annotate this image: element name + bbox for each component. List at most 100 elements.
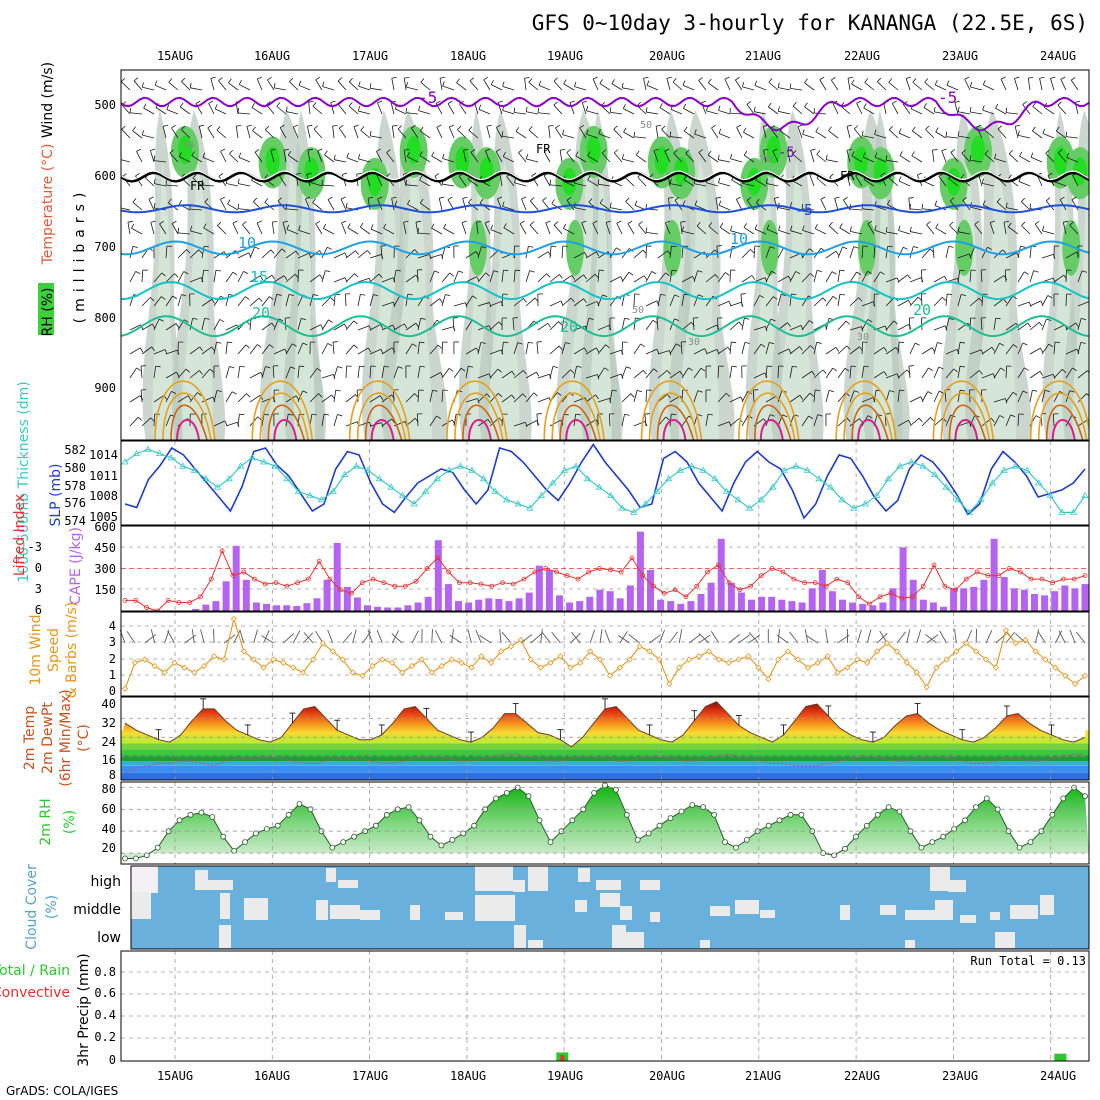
- wind-barb-flag: [769, 246, 775, 249]
- wind-barb: [1014, 78, 1019, 91]
- wind-barb: [666, 78, 671, 91]
- wind-barb: [561, 342, 566, 355]
- wind-barb-flag: [434, 173, 440, 177]
- wind-barb: [1065, 293, 1067, 307]
- wind-barb: [899, 155, 911, 163]
- wind-barb: [346, 157, 359, 163]
- wind-barb-flag: [964, 76, 970, 80]
- temperature-contours: [121, 96, 1089, 440]
- wind-barb-flag: [645, 107, 648, 113]
- wind-barb: [1065, 348, 1078, 355]
- thickness-point: [537, 491, 546, 498]
- rh-point: [1082, 793, 1088, 800]
- wind-barb-flag: [278, 318, 284, 322]
- temp-band: [121, 772, 1089, 780]
- wind-barb: [813, 414, 819, 427]
- wind-barb: [220, 199, 227, 211]
- wind-barb: [465, 347, 477, 355]
- wind-barb: [267, 79, 275, 91]
- wind-barb-flag: [511, 394, 515, 400]
- wind-barb-flag: [547, 323, 552, 328]
- wind-barb-flag: [239, 365, 245, 368]
- cloud-gap: [905, 910, 935, 920]
- wind-barb: [458, 175, 467, 187]
- wind-speed-point: [389, 659, 396, 666]
- wind-barb-flag: [381, 422, 384, 428]
- wind-barb-flag: [129, 107, 131, 113]
- wind-barb-flag: [498, 321, 503, 326]
- wind-barb: [249, 395, 261, 403]
- wind-barb-flag: [403, 220, 409, 223]
- wind-barb-flag: [880, 271, 885, 275]
- wind-barb: [276, 106, 287, 115]
- wind-barb-flag: [605, 344, 610, 349]
- pressure-tick: 800: [94, 311, 116, 325]
- wind-barb-flag: [353, 320, 358, 325]
- wind-barb: [457, 129, 467, 139]
- wind-barb-flag: [996, 197, 1001, 203]
- wind-barb: [920, 293, 923, 307]
- wind-barb-flag: [1066, 152, 1070, 158]
- wind-barb: [861, 397, 874, 403]
- wind-barb: [1005, 392, 1014, 403]
- wind-barb-flag: [978, 297, 983, 303]
- wind-barb-flag: [883, 371, 888, 376]
- wind-barb: [874, 134, 887, 139]
- wind-barb-flag: [954, 100, 960, 103]
- wind-barb: [431, 227, 443, 235]
- wind-barb-flag: [1038, 322, 1043, 327]
- wind-barb-flag: [296, 172, 302, 175]
- precip-series: [556, 1052, 1067, 1061]
- wind-barb-flag: [132, 126, 136, 131]
- wind-speed-point: [883, 640, 891, 647]
- wind-barb: [347, 227, 359, 235]
- wind-barb: [477, 302, 490, 307]
- pressure-tick: 900: [94, 381, 116, 395]
- wind-barb-flag: [155, 365, 161, 368]
- wind-barb-flag: [563, 223, 567, 229]
- wind-barb-flag: [265, 125, 270, 130]
- wind-barb-flag: [392, 324, 396, 330]
- wind-barb-flag: [835, 347, 840, 352]
- wind-barb-flag: [171, 220, 177, 224]
- wind-barb-flag: [563, 79, 567, 85]
- contour-labels: -5 -5 -5 -5 FR FR FR 10 10 15 20 20 20 3…: [182, 88, 957, 348]
- wind-barb-flag: [680, 221, 686, 223]
- wind-barb-flag: [1075, 322, 1079, 328]
- wind-barb-flag: [665, 220, 671, 224]
- wind-barb-flag: [501, 131, 504, 137]
- wind-speed-point: [1022, 636, 1029, 644]
- wind-barb: [804, 82, 815, 91]
- wind-barb-flag: [613, 125, 618, 130]
- wind-barb: [536, 414, 539, 427]
- contour-label: 10: [238, 234, 256, 252]
- wind-barb: [429, 344, 439, 355]
- wind-barb-flag: [950, 149, 956, 153]
- wind-barb-flag: [537, 107, 539, 113]
- thickness-point: [364, 466, 372, 473]
- wind-barb-flag: [439, 196, 445, 199]
- wind-barb: [403, 78, 407, 91]
- thickness-point: [618, 504, 627, 511]
- wind-barb-flag: [656, 124, 662, 127]
- wind-barb: [945, 318, 950, 331]
- li-tick: 0: [35, 561, 42, 575]
- wind-barb-flag: [498, 417, 503, 422]
- wind-barb: [513, 393, 524, 403]
- wind-barb: [333, 294, 336, 307]
- contour-label: FR: [536, 142, 551, 156]
- wind-barb: [862, 135, 875, 139]
- wind-speed-point: [478, 653, 485, 660]
- wind-barb-flag: [899, 151, 903, 156]
- wind-barb-10m: [698, 632, 710, 644]
- temperature-contour-hot: [273, 419, 298, 440]
- wind-barb: [742, 86, 755, 91]
- thickness-point: [167, 454, 175, 461]
- cape-bar: [1000, 577, 1008, 611]
- wind-barb-flag: [697, 270, 703, 273]
- wind-barb-10m: [530, 633, 542, 644]
- rh-point: [700, 804, 707, 810]
- wind-barb: [417, 254, 430, 259]
- wind-barb: [657, 370, 668, 379]
- wind-speed-point: [785, 648, 792, 655]
